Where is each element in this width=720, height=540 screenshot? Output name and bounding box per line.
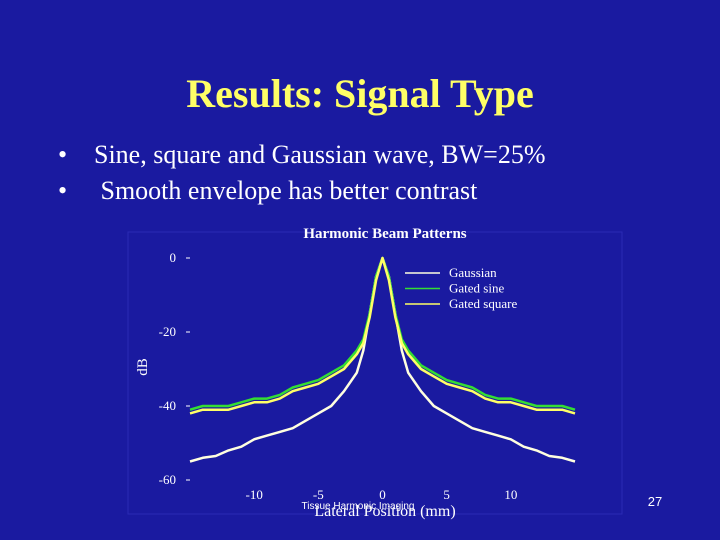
y-tick-label: 0: [170, 250, 177, 265]
chart-frame: [127, 231, 623, 515]
bullet-item: • Sine, square and Gaussian wave, BW=25%: [58, 140, 546, 176]
x-tick-label: 5: [443, 487, 450, 502]
y-tick-label: -60: [159, 472, 176, 487]
x-tick-label: 10: [504, 487, 517, 502]
legend-label: Gated square: [449, 296, 517, 311]
footer-text: Tissue Harmonic Imaging: [301, 501, 414, 512]
series-line-1: [189, 256, 576, 463]
x-tick-label: -10: [245, 487, 262, 502]
series-line-2: [189, 256, 576, 411]
x-axis-label: Lateral Position (mm): [314, 503, 455, 520]
bullet-dot-icon: •: [58, 140, 68, 169]
y-tick-label: -20: [159, 324, 176, 339]
y-axis-label: dB: [135, 358, 151, 376]
slide-title: Results: Signal Type: [186, 71, 534, 116]
x-tick-label: 0: [379, 487, 386, 502]
x-tick-label: -5: [313, 487, 324, 502]
bullet-item: • Smooth envelope has better contrast: [58, 176, 546, 212]
bullet-text: Sine, square and Gaussian wave, BW=25%: [94, 140, 546, 169]
page-number: 27: [647, 494, 663, 509]
legend-label: Gaussian: [449, 265, 497, 280]
bullet-dot-icon: •: [58, 176, 68, 205]
series-line-3: [189, 256, 576, 415]
chart-title: Harmonic Beam Patterns: [303, 226, 466, 242]
bullet-list: • Sine, square and Gaussian wave, BW=25%…: [58, 140, 546, 212]
y-tick-label: -40: [159, 398, 176, 413]
legend-label: Gated sine: [449, 281, 504, 296]
bullet-text: Smooth envelope has better contrast: [94, 176, 478, 205]
